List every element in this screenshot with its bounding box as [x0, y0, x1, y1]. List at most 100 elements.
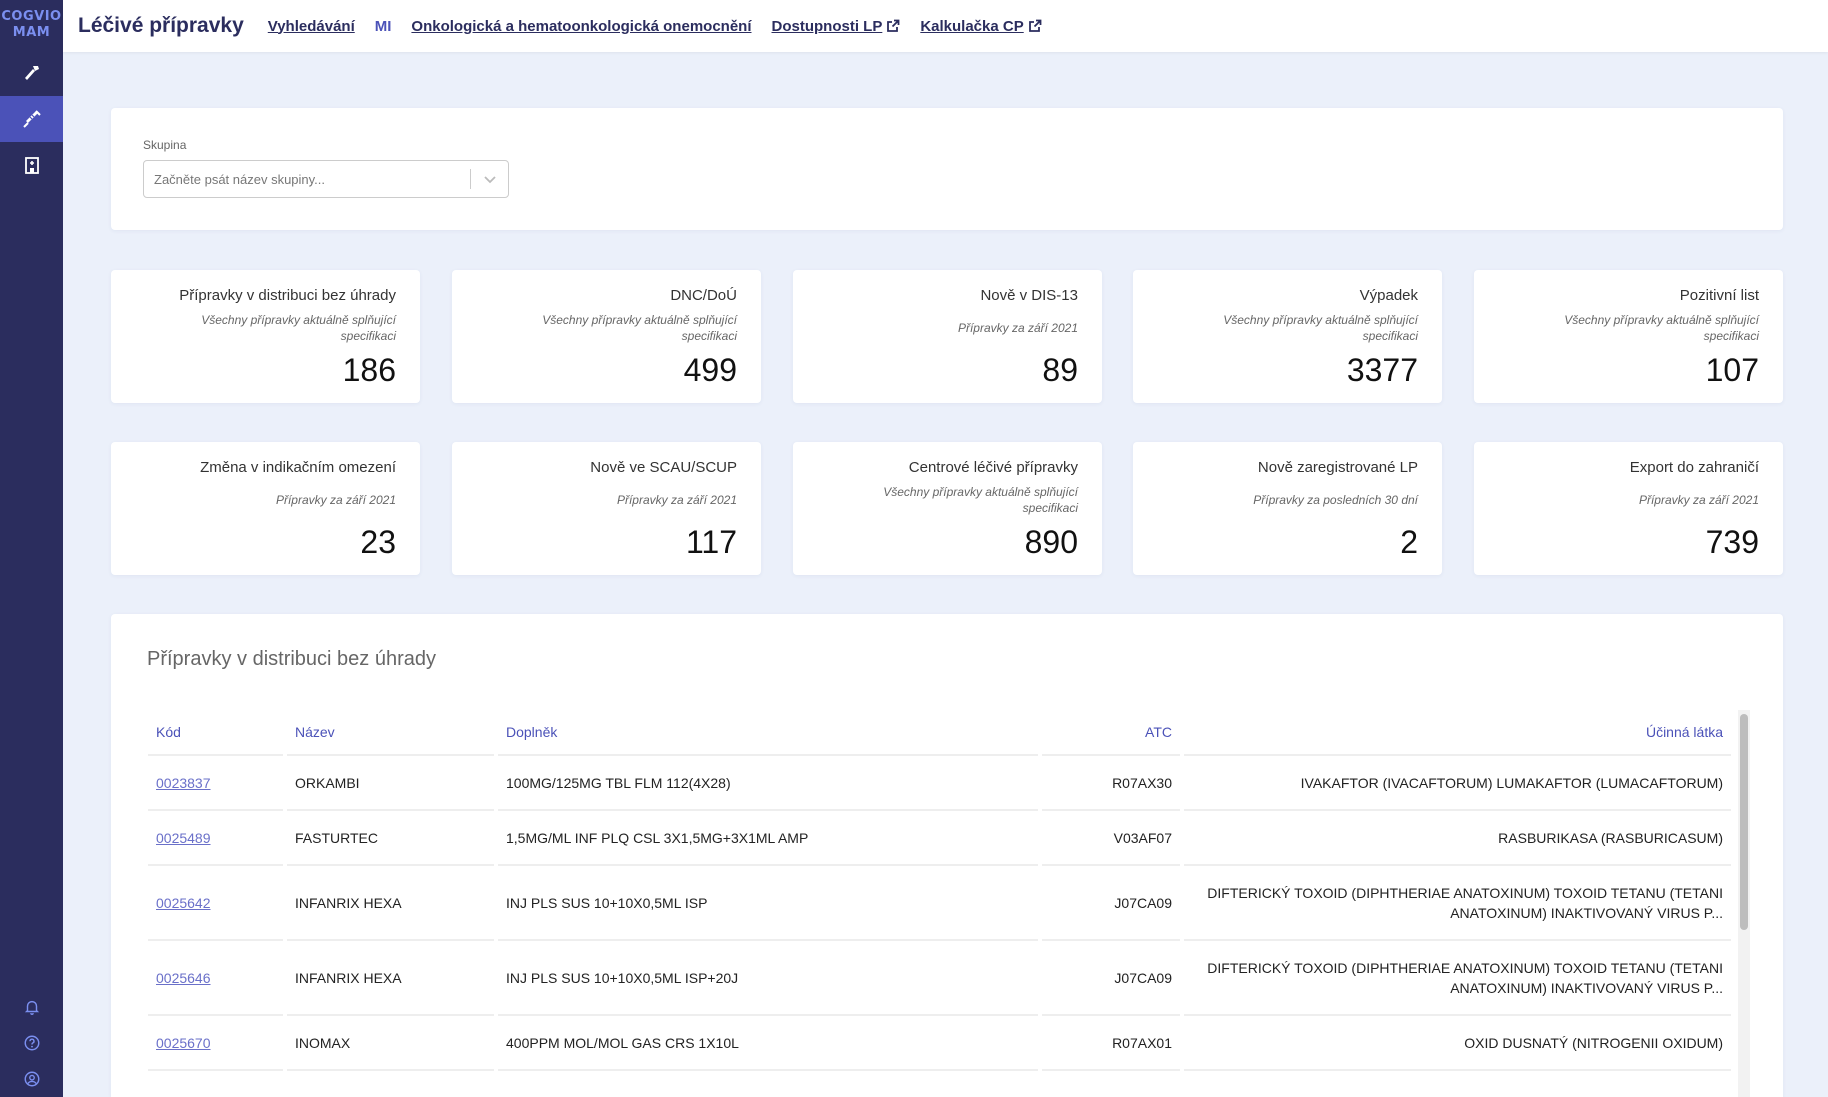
- stat-card[interactable]: Nově v DIS-13 Přípravky za září 2021 89: [793, 270, 1102, 403]
- stat-card[interactable]: Export do zahraničí Přípravky za září 20…: [1474, 442, 1783, 575]
- stat-title: Export do zahraničí: [1629, 459, 1759, 476]
- cell-substance: DIFTERICKÝ TOXOID (DIPHTHERIAE ANATOXINU…: [1184, 941, 1731, 1016]
- stat-card[interactable]: Centrové léčivé přípravky Všechny přípra…: [793, 442, 1102, 575]
- stat-card[interactable]: DNC/DoÚ Všechny přípravky aktuálně splňu…: [452, 270, 761, 403]
- stat-title: Nově ve SCAU/SCUP: [590, 459, 737, 476]
- help-icon: [24, 1035, 39, 1051]
- stat-card[interactable]: Pozitivní list Všechny přípravky aktuáln…: [1474, 270, 1783, 403]
- product-code-link[interactable]: 0025670: [156, 1034, 211, 1051]
- cell-atc: R07AX30: [1042, 756, 1180, 811]
- stat-value: 107: [1705, 352, 1759, 388]
- nav-availability[interactable]: Dostupnosti LP: [772, 18, 901, 35]
- stat-subtitle: Přípravky za září 2021: [275, 493, 396, 507]
- table-row: 0025646 INFANRIX HEXA INJ PLS SUS 10+10X…: [148, 941, 1731, 1016]
- cell-supplement: 400PPM MOL/MOL GAS CRS 1X10L: [498, 1016, 1038, 1071]
- product-code-link[interactable]: 0025646: [156, 969, 211, 986]
- hammer-icon: [24, 66, 39, 80]
- notifications-button[interactable]: [0, 989, 63, 1025]
- column-header-code[interactable]: Kód: [148, 710, 283, 756]
- nav-search[interactable]: Vyhledávání: [268, 18, 355, 35]
- stat-subtitle: Přípravky za září 2021: [957, 321, 1078, 335]
- sidebar-item-medicines[interactable]: [0, 96, 63, 142]
- bell-icon: [24, 1000, 39, 1015]
- stat-card[interactable]: Přípravky v distribuci bez úhrady Všechn…: [111, 270, 420, 403]
- stat-card[interactable]: Nově zaregistrované LP Přípravky za posl…: [1133, 442, 1442, 575]
- column-header-substance[interactable]: Účinná látka: [1184, 710, 1731, 756]
- nav-search-label: Vyhledávání: [267, 17, 355, 35]
- group-select[interactable]: Začněte psát název skupiny...: [143, 160, 509, 198]
- top-header: Léčivé přípravky Vyhledávání MI Onkologi…: [63, 0, 1828, 52]
- cell-code: 0025646: [148, 941, 283, 1016]
- nav-mi[interactable]: MI: [375, 18, 392, 35]
- stat-value: 117: [685, 524, 737, 560]
- nav-oncology-label: Onkologická a hematoonkologická onemocně…: [411, 17, 752, 35]
- scrollbar-thumb[interactable]: [1740, 714, 1748, 930]
- product-code-link[interactable]: 0025642: [156, 894, 211, 911]
- cell-name: FASTURTEC: [287, 811, 494, 866]
- column-header-supplement[interactable]: Doplněk: [498, 710, 1038, 756]
- column-header-name[interactable]: Název: [287, 710, 494, 756]
- product-code-link[interactable]: 0025489: [156, 829, 211, 846]
- cell-atc: J07CA09: [1042, 941, 1180, 1016]
- stat-value: 186: [342, 352, 396, 388]
- stat-value: 2: [1400, 524, 1418, 560]
- cell-supplement: INJ PLS SUS 10+10X0,5ML ISP+20J: [498, 941, 1038, 1016]
- table-title: Přípravky v distribuci bez úhrady: [147, 648, 437, 670]
- cell-supplement: 1,5MG/ML INF PLQ CSL 3X1,5MG+3X1ML AMP: [498, 811, 1038, 866]
- profile-button[interactable]: [0, 1061, 63, 1097]
- table-header-row: Kód Název Doplněk ATC Účinná látka: [148, 710, 1731, 756]
- table-card: Přípravky v distribuci bez úhrady Kód Ná…: [111, 614, 1783, 1097]
- stat-subtitle: Přípravky za září 2021: [1638, 493, 1759, 507]
- stat-title: DNC/DoÚ: [670, 287, 737, 304]
- stat-title: Změna v indikačním omezení: [200, 459, 396, 476]
- stat-card[interactable]: Výpadek Všechny přípravky aktuálně splňu…: [1133, 270, 1442, 403]
- table-wrapper: Kód Název Doplněk ATC Účinná látka 00238…: [144, 710, 1735, 1097]
- cell-substance: IVAKAFTOR (IVACAFTORUM) LUMAKAFTOR (LUMA…: [1184, 756, 1731, 811]
- stat-value: 3377: [1346, 352, 1418, 388]
- nav-calculator[interactable]: Kalkulačka CP: [920, 17, 1042, 35]
- sidebar: COGVIO MAM: [0, 0, 63, 1097]
- stat-title: Centrové léčivé přípravky: [908, 459, 1078, 476]
- stat-title: Výpadek: [1359, 287, 1418, 304]
- stat-title: Nově v DIS-13: [980, 287, 1078, 304]
- stat-subtitle: Všechny přípravky aktuálně splňující spe…: [201, 313, 396, 343]
- external-link-icon: [887, 19, 900, 32]
- cell-code: 0025489: [148, 811, 283, 866]
- cell-atc: V03AF07: [1042, 811, 1180, 866]
- product-code-link[interactable]: 0023837: [156, 774, 211, 791]
- cell-code: 0025642: [148, 866, 283, 941]
- group-label: Skupina: [143, 138, 187, 152]
- stat-value: 739: [1705, 524, 1759, 560]
- cell-substance: OXID DUSNATÝ (NITROGENII OXIDUM): [1184, 1016, 1731, 1071]
- stat-card[interactable]: Změna v indikačním omezení Přípravky za …: [111, 442, 420, 575]
- stat-card[interactable]: Nově ve SCAU/SCUP Přípravky za září 2021…: [452, 442, 761, 575]
- table-scrollbar[interactable]: [1738, 710, 1750, 1097]
- table-row: 0023837 ORKAMBI 100MG/125MG TBL FLM 112(…: [148, 756, 1731, 811]
- nav-mi-label: MI: [374, 17, 392, 35]
- stat-subtitle: Všechny přípravky aktuálně splňující spe…: [1223, 313, 1418, 343]
- cell-supplement: 100MG/125MG TBL FLM 112(4X28): [498, 756, 1038, 811]
- chevron-down-icon[interactable]: [471, 161, 508, 197]
- sidebar-item-tools[interactable]: [0, 50, 63, 96]
- syringe-icon: [22, 110, 41, 128]
- stat-value: 23: [360, 524, 396, 560]
- table-row: 0025670 INOMAX 400PPM MOL/MOL GAS CRS 1X…: [148, 1016, 1731, 1071]
- sidebar-bottom: [0, 989, 63, 1097]
- help-button[interactable]: [0, 1025, 63, 1061]
- nav-calculator-label: Kalkulačka CP: [920, 17, 1024, 35]
- cell-name: INFANRIX HEXA: [287, 866, 494, 941]
- user-icon: [24, 1071, 39, 1087]
- select-separator: [470, 169, 471, 189]
- nav-oncology[interactable]: Onkologická a hematoonkologická onemocně…: [411, 18, 751, 35]
- cell-substance: DIFTERICKÝ TOXOID (DIPHTHERIAE ANATOXINU…: [1184, 866, 1731, 941]
- logo-line2: MAM: [12, 25, 51, 40]
- stat-subtitle: Přípravky za posledních 30 dní: [1253, 493, 1418, 507]
- stat-title: Nově zaregistrované LP: [1257, 459, 1418, 476]
- cell-atc: R07AX01: [1042, 1016, 1180, 1071]
- products-table: Kód Název Doplněk ATC Účinná látka 00238…: [144, 710, 1735, 1071]
- stat-value: 89: [1042, 352, 1078, 388]
- column-header-atc[interactable]: ATC: [1042, 710, 1180, 756]
- logo[interactable]: COGVIO MAM: [0, 0, 63, 50]
- table-row: 0025642 INFANRIX HEXA INJ PLS SUS 10+10X…: [148, 866, 1731, 941]
- sidebar-item-institutions[interactable]: [0, 142, 63, 188]
